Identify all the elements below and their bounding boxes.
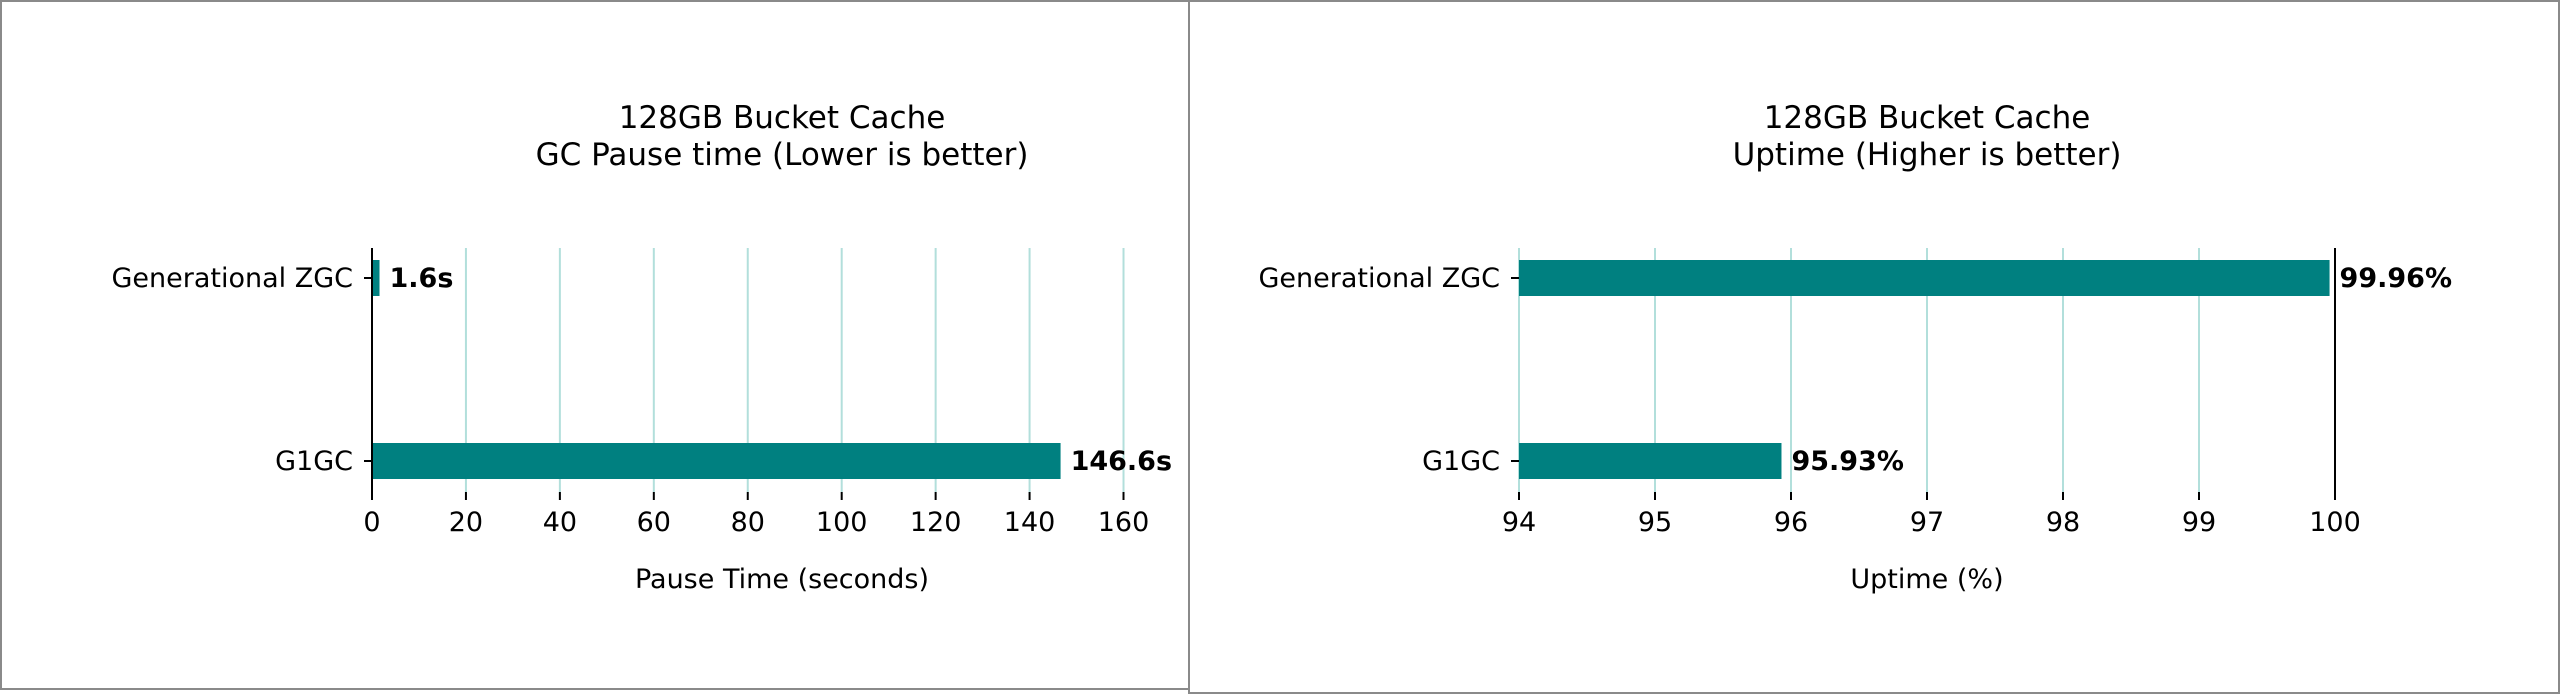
chart-panel-uptime: 128GB Bucket Cache Uptime (Higher is bett… — [1188, 0, 2560, 694]
x-tick-label: 99 — [2182, 507, 2216, 538]
y-category-label: Generational ZGC — [1258, 263, 1500, 294]
chart-title-line-1: 128GB Bucket Cache — [1764, 100, 2091, 136]
bar-value-label: 99.96% — [2340, 263, 2452, 294]
y-category-label: Generational ZGC — [111, 263, 353, 294]
bar-g1gc — [1519, 443, 1782, 479]
x-tick-label: 140 — [1004, 507, 1056, 538]
x-tick-label: 0 — [363, 507, 380, 538]
chart-title-line-2: Uptime (Higher is better) — [1733, 137, 2122, 173]
x-tick-label: 160 — [1098, 507, 1150, 538]
x-tick-label: 95 — [1638, 507, 1672, 538]
x-tick-label: 96 — [1774, 507, 1808, 538]
x-tick-label: 94 — [1502, 507, 1536, 538]
chart-title-line-2: GC Pause time (Lower is better) — [536, 137, 1029, 173]
bar-value-label: 146.6s — [1071, 446, 1172, 477]
x-tick-label: 100 — [2309, 507, 2361, 538]
y-category-label: G1GC — [275, 446, 353, 477]
x-tick-label: 100 — [816, 507, 868, 538]
chart-title-line-1: 128GB Bucket Cache — [619, 100, 946, 136]
x-tick-label: 20 — [449, 507, 483, 538]
x-tick-label: 80 — [731, 507, 765, 538]
x-tick-label: 40 — [543, 507, 577, 538]
x-tick-label: 60 — [637, 507, 671, 538]
y-category-label: G1GC — [1422, 446, 1500, 477]
x-tick-label: 97 — [1910, 507, 1944, 538]
chart-panel-pause-time: 128GB Bucket Cache GC Pause time (Lower i… — [0, 0, 1190, 690]
bar-value-label: 1.6s — [390, 263, 454, 294]
x-tick-label: 98 — [2046, 507, 2080, 538]
bar-generational-zgc — [372, 260, 380, 296]
bar-value-label: 95.93% — [1791, 446, 1903, 477]
x-axis-label: Uptime (%) — [1850, 564, 2003, 595]
x-tick-label: 120 — [910, 507, 962, 538]
bar-g1gc — [372, 443, 1061, 479]
x-axis-label: Pause Time (seconds) — [635, 564, 929, 595]
bar-generational-zgc — [1519, 260, 2330, 296]
